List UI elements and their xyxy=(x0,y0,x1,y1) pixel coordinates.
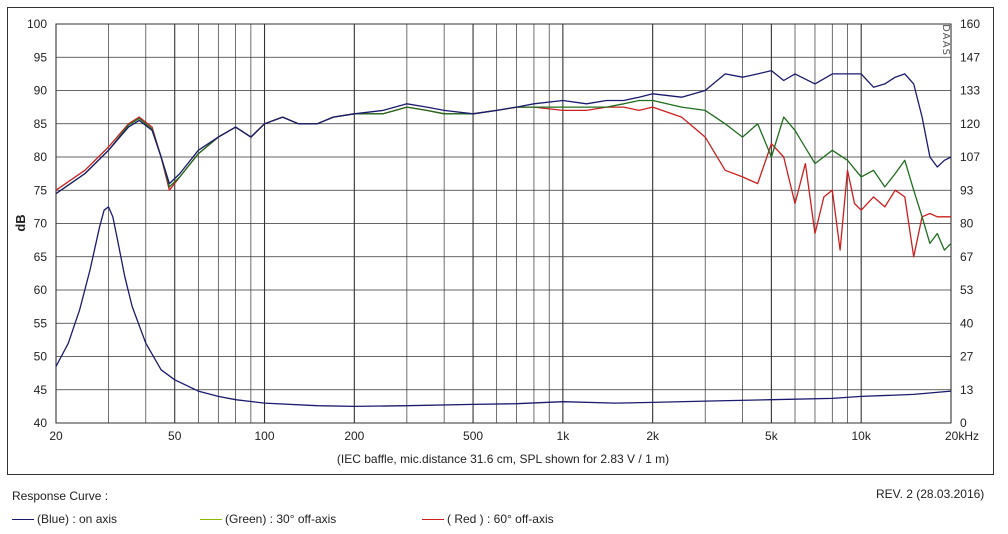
legend-swatch-green xyxy=(200,518,222,520)
y-tick-label: 45 xyxy=(34,383,48,397)
y-tick-label: 85 xyxy=(34,117,48,131)
y-tick-label: 70 xyxy=(34,217,48,231)
right-tick-label: 120 xyxy=(960,117,980,131)
chart-caption: (IEC baffle, mic.distance 31.6 cm, SPL s… xyxy=(337,452,669,466)
x-tick-label: 200 xyxy=(344,429,364,443)
y-axis-label: dB xyxy=(13,214,28,231)
right-tick-label: 80 xyxy=(960,217,974,231)
chart-frame xyxy=(7,7,994,475)
right-tick-label: 133 xyxy=(960,84,980,98)
legend-label-blue: (Blue) : on axis xyxy=(37,512,118,526)
x-tick-label: 20 xyxy=(49,429,63,443)
right-tick-label: 13 xyxy=(960,383,974,397)
y-tick-label: 40 xyxy=(34,416,48,430)
series-layer xyxy=(55,69,952,408)
y-tick-label: 100 xyxy=(27,17,47,31)
x-tick-label: 5k xyxy=(765,429,779,443)
y-tick-label: 75 xyxy=(34,183,48,197)
legend-item-green: (Green) : 30° off-axis xyxy=(200,512,336,526)
axis-labels: 40 45 50 55 60 65 70 75 80 85 90 95 100 0 13 27 40 53 67 80… xyxy=(27,17,980,443)
legend-item-red: ( Red ) : 60° off-axis xyxy=(422,512,554,526)
series-line-impedance xyxy=(55,206,952,408)
series-line-on-axis xyxy=(55,69,952,195)
x-tick-label: 20kHz xyxy=(945,429,979,443)
legend-item-blue: (Blue) : on axis xyxy=(12,512,117,526)
x-tick-label: 10k xyxy=(852,429,872,443)
revision-label: REV. 2 (28.03.2016) xyxy=(876,487,985,501)
y-tick-label: 80 xyxy=(34,150,48,164)
x-tick-label: 50 xyxy=(168,429,182,443)
legend-label-red: ( Red ) : 60° off-axis xyxy=(447,512,554,526)
y-tick-label: 95 xyxy=(34,50,48,64)
y-tick-label: 60 xyxy=(34,283,48,297)
right-tick-label: 107 xyxy=(960,150,980,164)
frequency-response-chart: 40 45 50 55 60 65 70 75 80 85 90 95 100 0 13 27 40 53 67 80… xyxy=(13,17,980,466)
right-tick-label: 40 xyxy=(960,316,974,330)
y-tick-label: 50 xyxy=(34,350,48,364)
x-tick-label: 500 xyxy=(463,429,483,443)
right-tick-label: 27 xyxy=(960,350,974,364)
y-tick-label: 90 xyxy=(34,84,48,98)
response-curve-label: Response Curve : xyxy=(12,489,109,503)
right-tick-label: 93 xyxy=(960,183,974,197)
y-tick-label: 65 xyxy=(34,250,48,264)
x-tick-label: 2k xyxy=(646,429,660,443)
grid xyxy=(55,23,952,424)
right-tick-label: 147 xyxy=(960,50,980,64)
right-axis-label: DAAS xyxy=(940,24,951,56)
legend-swatch-red xyxy=(422,518,444,520)
right-tick-label: 53 xyxy=(960,283,974,297)
right-tick-label: 67 xyxy=(960,250,974,264)
right-tick-label: 160 xyxy=(960,17,980,31)
x-tick-label: 1k xyxy=(557,429,571,443)
legend-swatch-blue xyxy=(12,518,34,520)
legend-label-green: (Green) : 30° off-axis xyxy=(225,512,337,526)
x-tick-label: 100 xyxy=(255,429,275,443)
y-tick-label: 55 xyxy=(34,316,48,330)
series-line-30deg xyxy=(55,99,952,251)
right-tick-label: 0 xyxy=(960,416,967,430)
